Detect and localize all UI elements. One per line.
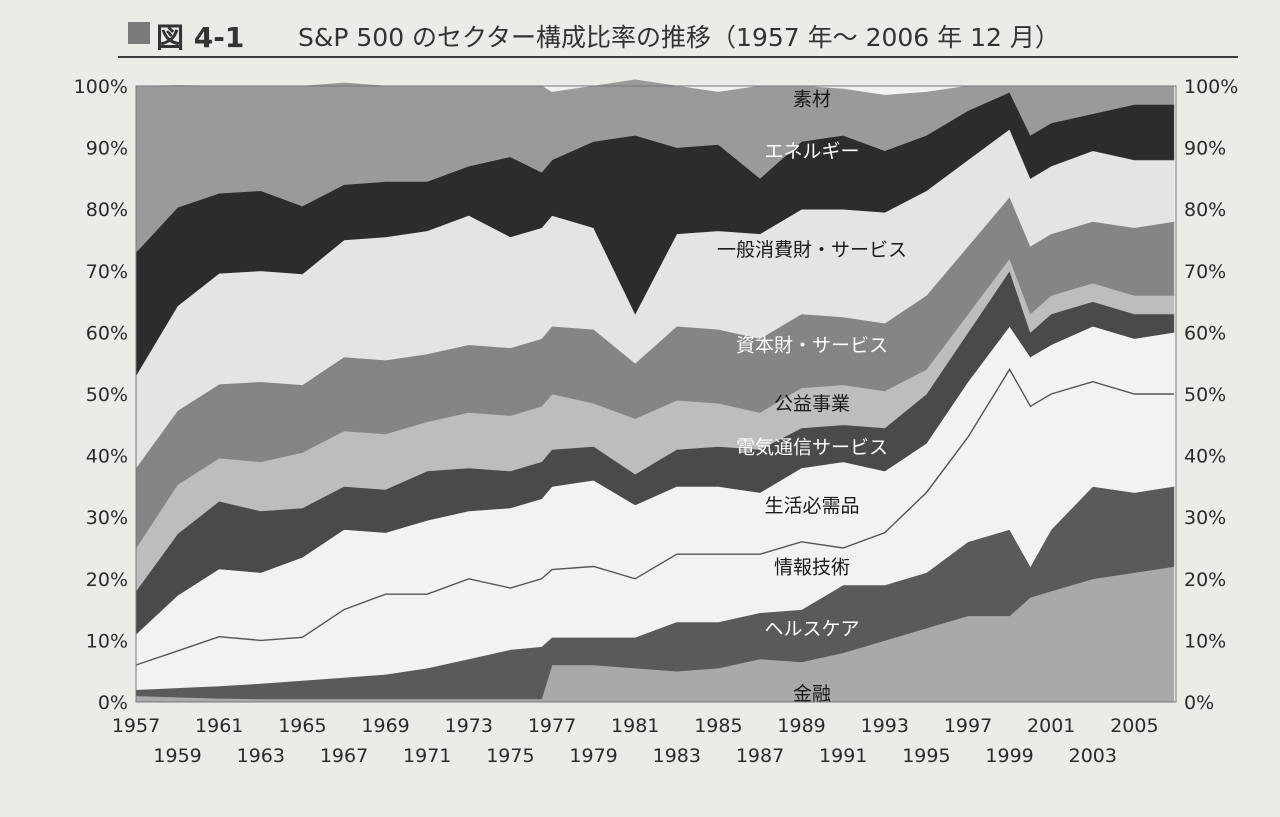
- y-tick-left-label: 40%: [86, 446, 128, 468]
- y-tick-right-label: 100%: [1184, 76, 1238, 98]
- y-tick-right-label: 30%: [1184, 507, 1226, 529]
- x-tick-label: 1985: [694, 715, 742, 737]
- y-tick-right-label: 90%: [1184, 138, 1226, 160]
- x-tick-label: 1977: [528, 715, 576, 737]
- plot-frame: [135, 85, 1177, 703]
- x-tick-label: 1983: [653, 745, 701, 767]
- figure-number: 図 4-1: [156, 21, 245, 54]
- y-tick-left-label: 80%: [86, 199, 128, 221]
- x-tick-label: 1969: [361, 715, 409, 737]
- sector-label-7: 一般消費財・サービス: [717, 239, 907, 261]
- y-tick-left-label: 10%: [86, 630, 128, 652]
- x-tick-label: 1975: [486, 745, 534, 767]
- x-tick-label: 1991: [819, 745, 867, 767]
- y-tick-left-label: 70%: [86, 261, 128, 283]
- sector-label-5: 公益事業: [774, 393, 850, 415]
- sector-label-1: ヘルスケア: [764, 618, 859, 640]
- x-tick-label: 1961: [195, 715, 243, 737]
- sector-label-4: 電気通信サービス: [736, 436, 888, 458]
- x-tick-label: 1989: [777, 715, 825, 737]
- x-tick-label: 1981: [611, 715, 659, 737]
- y-tick-right-label: 50%: [1184, 384, 1226, 406]
- y-tick-left-label: 30%: [86, 507, 128, 529]
- line-overlay-group: [135, 368, 1174, 666]
- x-tick-label: 1997: [944, 715, 992, 737]
- y-tick-left-label: 60%: [86, 322, 128, 344]
- y-tick-right-label: 60%: [1184, 322, 1226, 344]
- y-tick-left-label: 90%: [86, 138, 128, 160]
- y-tick-left-label: 0%: [98, 692, 128, 714]
- sector-label-0: 金融: [793, 683, 831, 705]
- y-tick-left-label: 50%: [86, 384, 128, 406]
- sector-label-6: 資本財・サービス: [736, 335, 888, 357]
- y-tick-right-label: 0%: [1184, 692, 1214, 714]
- x-tick-label: 1965: [278, 715, 326, 737]
- y-tick-right-label: 10%: [1184, 630, 1226, 652]
- x-tick-label: 1993: [861, 715, 909, 737]
- y-tick-left-label: 20%: [86, 569, 128, 591]
- area-layers: [135, 79, 1175, 703]
- x-tick-label: 2005: [1110, 715, 1158, 737]
- y-tick-right-label: 20%: [1184, 569, 1226, 591]
- figure-header: 図 4-1 S&P 500 のセクター構成比率の推移（1957 年～ 2006 …: [118, 10, 1238, 58]
- y-tick-right-label: 40%: [1184, 446, 1226, 468]
- x-tick-label: 1973: [445, 715, 493, 737]
- x-tick-label: 1999: [985, 745, 1033, 767]
- sector-label-3: 生活必需品: [764, 495, 859, 517]
- overlay-line: [135, 368, 1174, 666]
- y-tick-right-label: 80%: [1184, 199, 1226, 221]
- x-tick-label: 1995: [902, 745, 950, 767]
- x-tick-label: 1957: [112, 715, 160, 737]
- figure-marker-icon: [128, 22, 150, 44]
- y-tick-right-label: 70%: [1184, 261, 1226, 283]
- x-tick-label: 1959: [153, 745, 201, 767]
- x-tick-label: 1963: [237, 745, 285, 767]
- sector-label-9: 素材: [793, 88, 831, 110]
- y-tick-left-label: 100%: [74, 76, 128, 98]
- x-tick-label: 1987: [736, 745, 784, 767]
- x-tick-label: 2003: [1069, 745, 1117, 767]
- x-tick-label: 1979: [569, 745, 617, 767]
- x-tick-label: 1967: [320, 745, 368, 767]
- x-tick-label: 1971: [403, 745, 451, 767]
- figure-title: S&P 500 のセクター構成比率の推移（1957 年～ 2006 年 12 月…: [298, 23, 1060, 52]
- x-tick-label: 2001: [1027, 715, 1075, 737]
- sector-label-8: エネルギー: [764, 141, 859, 163]
- axes: 0% 10% 20% 30% 40% 50% 60% 70% 80% 90% 100% 0% 10% 20…: [74, 76, 1239, 767]
- sector-label-2: 情報技術: [774, 556, 850, 578]
